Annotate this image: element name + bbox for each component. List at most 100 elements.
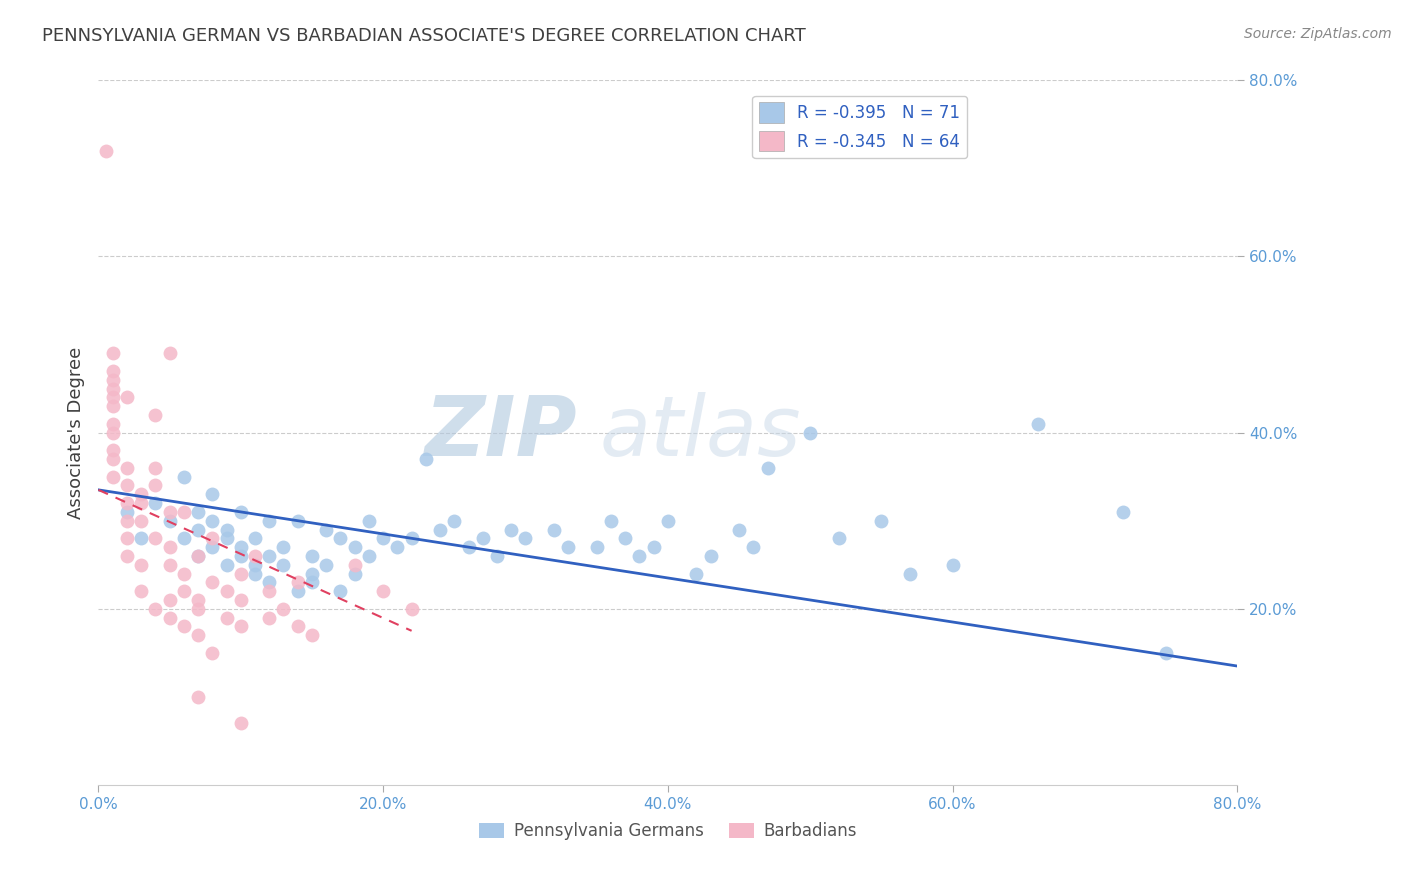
Text: PENNSYLVANIA GERMAN VS BARBADIAN ASSOCIATE'S DEGREE CORRELATION CHART: PENNSYLVANIA GERMAN VS BARBADIAN ASSOCIA… [42,27,806,45]
Point [173,505,195,519]
Point [685,566,707,581]
Point [600,514,623,528]
Point [101,425,124,440]
Point [229,540,252,554]
Point [942,558,965,572]
Point [301,628,323,642]
Point [259,514,281,528]
Point [101,417,124,431]
Text: atlas: atlas [599,392,801,473]
Point [215,610,238,624]
Point [145,460,167,475]
Point [287,575,309,590]
Point [287,514,309,528]
Point [501,523,523,537]
Point [145,601,167,615]
Point [159,558,181,572]
Point [515,531,537,545]
Point [115,496,138,510]
Point [129,496,152,510]
Point [159,346,181,360]
Point [115,391,138,405]
Point [287,584,309,599]
Point [145,496,167,510]
Point [229,505,252,519]
Point [315,558,337,572]
Point [898,566,921,581]
Point [229,593,252,607]
Text: ZIP: ZIP [425,392,576,473]
Point [243,558,266,572]
Point [756,460,779,475]
Point [585,540,607,554]
Point [101,382,124,396]
Point [101,364,124,378]
Point [343,566,366,581]
Point [1026,417,1049,431]
Point [229,619,252,633]
Point [443,514,465,528]
Point [145,531,167,545]
Point [243,566,266,581]
Point [343,540,366,554]
Point [215,531,238,545]
Point [273,558,295,572]
Point [215,584,238,599]
Point [201,487,224,501]
Point [201,531,224,545]
Point [159,593,181,607]
Point [115,531,138,545]
Point [187,549,209,563]
Point [415,452,437,467]
Point [401,531,423,545]
Point [115,514,138,528]
Point [187,690,209,704]
Point [101,373,124,387]
Point [259,610,281,624]
Point [301,549,323,563]
Point [101,346,124,360]
Point [101,443,124,458]
Point [145,408,167,422]
Point [243,531,266,545]
Point [301,575,323,590]
Point [628,549,651,563]
Point [1154,646,1177,660]
Point [187,628,209,642]
Point [870,514,893,528]
Point [94,55,117,70]
Y-axis label: Associate's Degree: Associate's Degree [66,346,84,519]
Point [101,399,124,413]
Point [471,531,494,545]
Point [159,540,181,554]
Point [259,584,281,599]
Point [159,505,181,519]
Point [373,584,395,599]
Point [115,478,138,492]
Point [173,469,195,483]
Point [486,549,509,563]
Point [115,505,138,519]
Point [129,487,152,501]
Point [173,531,195,545]
Point [343,558,366,572]
Point [301,566,323,581]
Point [614,531,637,545]
Point [129,531,152,545]
Point [329,584,352,599]
Point [215,523,238,537]
Point [357,514,380,528]
Point [357,549,380,563]
Point [329,531,352,545]
Point [173,566,195,581]
Point [159,514,181,528]
Point [742,540,765,554]
Point [728,523,751,537]
Point [543,523,565,537]
Point [201,646,224,660]
Point [129,584,152,599]
Point [187,505,209,519]
Point [159,610,181,624]
Point [129,514,152,528]
Point [215,558,238,572]
